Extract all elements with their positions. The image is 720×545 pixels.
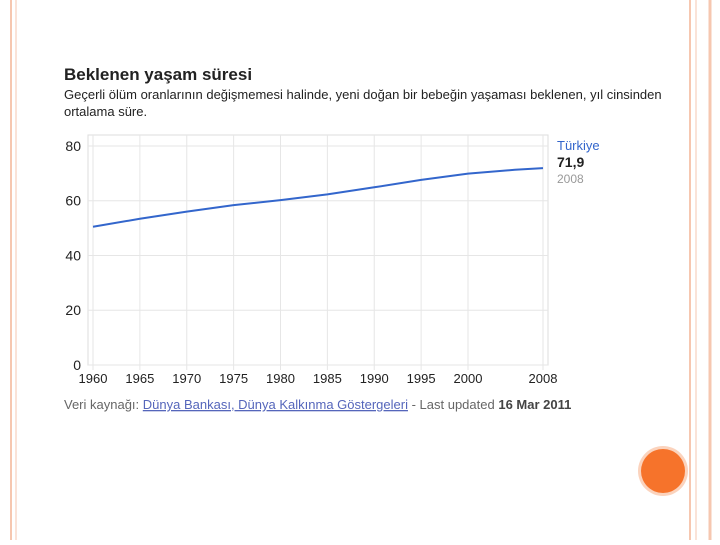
x-tick-label: 1960: [79, 371, 108, 386]
plot-frame: [87, 134, 549, 366]
y-tick-label: 40: [65, 247, 81, 263]
y-tick-label: 80: [65, 138, 81, 154]
x-tick-label: 1995: [407, 371, 436, 386]
x-tick-label: 1980: [266, 371, 295, 386]
legend-name: Türkiye: [557, 138, 600, 153]
latest-value: 71,9: [557, 154, 584, 170]
slide-frame: [10, 0, 712, 540]
y-tick-label: 60: [65, 193, 81, 209]
source-label: Veri kaynağı:: [64, 397, 139, 412]
y-tick-label: 20: [65, 302, 81, 318]
x-tick-label: 1965: [125, 371, 154, 386]
source-updated: - Last updated: [412, 397, 495, 412]
decor-circle: [641, 449, 685, 493]
source-link[interactable]: Dünya Bankası, Dünya Kalkınma Göstergele…: [143, 397, 408, 412]
source: Veri kaynağı: Dünya Bankası, Dünya Kalkı…: [64, 397, 571, 412]
x-tick-label: 2008: [529, 371, 558, 386]
x-tick-label: 1990: [360, 371, 389, 386]
latest-year: 2008: [557, 172, 584, 186]
chart-title: Beklenen yaşam süresi: [64, 65, 252, 84]
x-tick-label: 1975: [219, 371, 248, 386]
source-date: 16 Mar 2011: [498, 397, 571, 412]
chart-subtitle: Geçerli ölüm oranlarının değişmemesi hal…: [64, 87, 662, 119]
series-line: [92, 167, 544, 228]
subtitle-box: Geçerli ölüm oranlarının değişmemesi hal…: [64, 87, 662, 119]
x-tick-label: 2000: [454, 371, 483, 386]
x-tick-label: 1970: [172, 371, 201, 386]
x-tick-label: 1985: [313, 371, 342, 386]
y-tick-label: 0: [73, 357, 81, 373]
